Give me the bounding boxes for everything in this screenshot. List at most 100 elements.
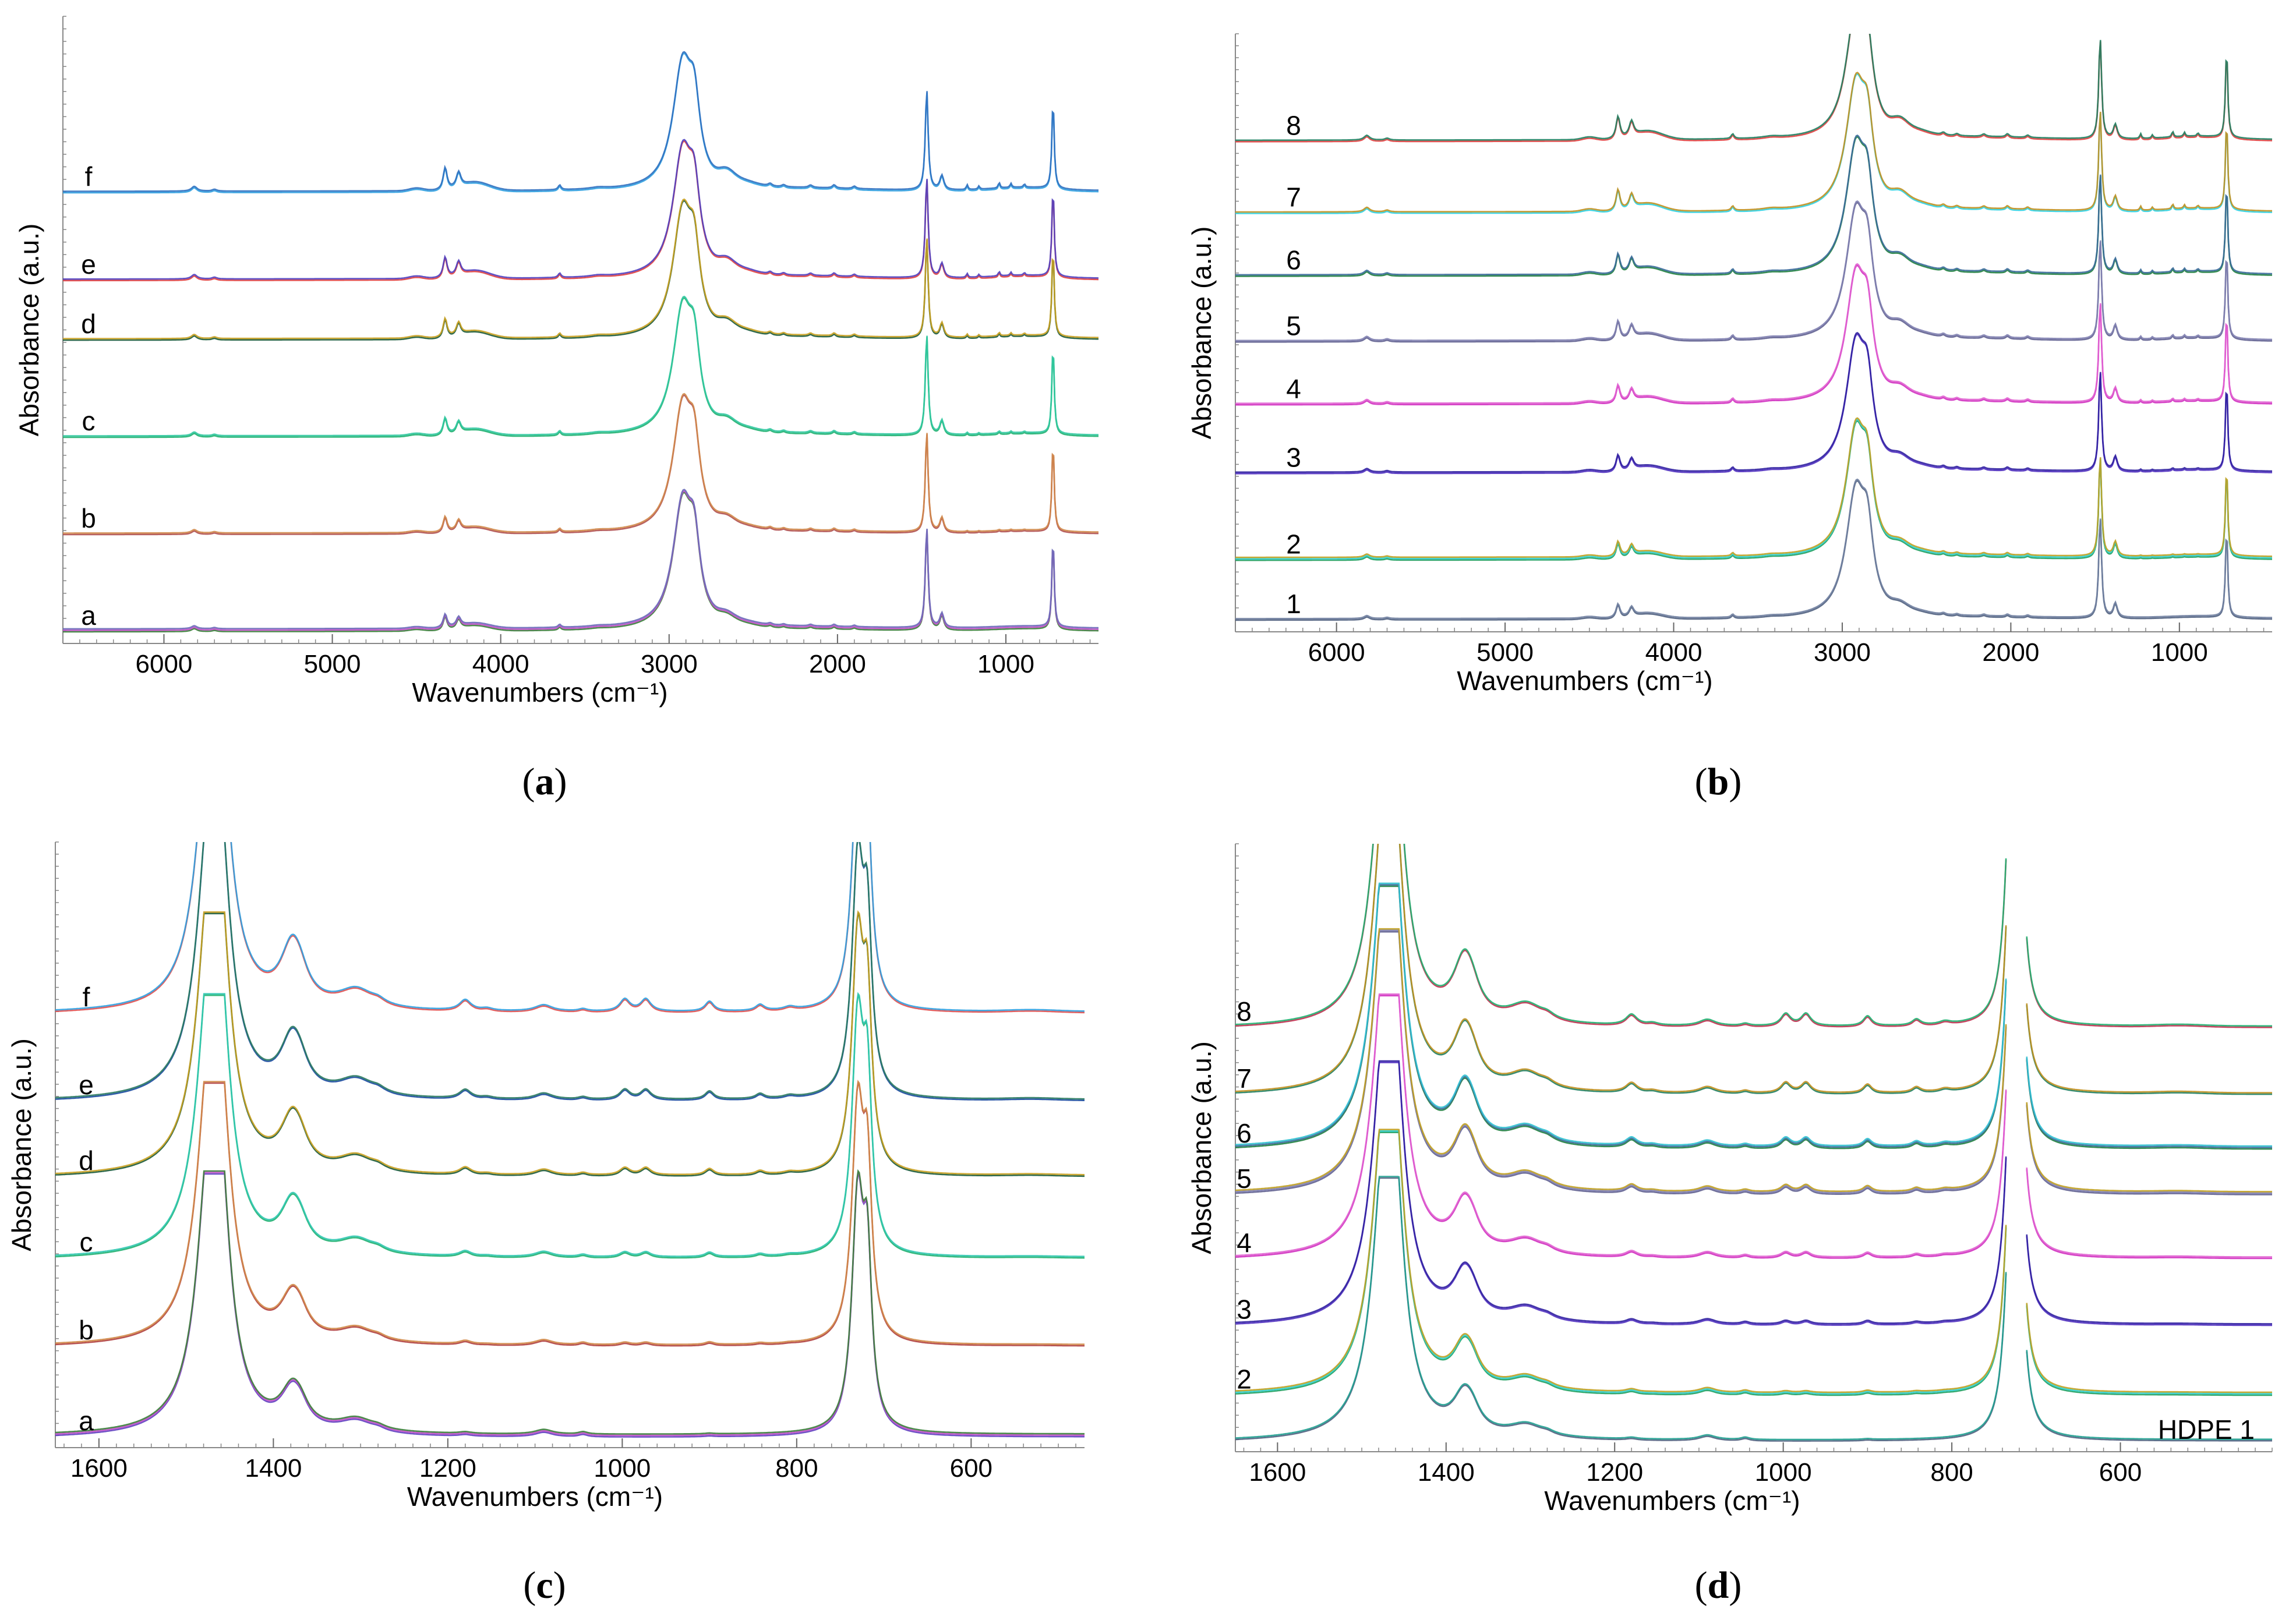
spectrum-line-2 — [1235, 417, 2272, 558]
spectrum-line-1 — [1235, 478, 2272, 620]
spectrum-line-2 — [1235, 1130, 2272, 1395]
x-tick-label: 1000 — [977, 650, 1034, 678]
x-tick-label: 1200 — [1586, 1458, 1643, 1487]
spectrum-line-6 — [1235, 884, 2272, 1148]
caption-d-letter: d — [1707, 1564, 1729, 1607]
series-label-8: 8 — [1237, 996, 1252, 1027]
spectrum-line-c — [55, 992, 1085, 1258]
x-tick-label: 4000 — [472, 650, 529, 678]
spectrum-line-a — [55, 1172, 1085, 1438]
chart-panel-c: 1600 1400 1200 1000 800 600 Wavenumbers (cm⁻¹)… — [6, 841, 1085, 1512]
x-tick-label: 1400 — [1418, 1458, 1475, 1487]
x-tick-label: 1000 — [1755, 1458, 1812, 1487]
spectrum-line-f — [55, 842, 1085, 1014]
spectrum-line-6 — [1235, 885, 2272, 1150]
spectrum-line-4 — [1235, 995, 2272, 1260]
x-tick-label: 5000 — [304, 650, 361, 678]
spectrum-line-6 — [1235, 882, 2272, 1147]
y-axis-title: Absorbance (a.u.) — [6, 1038, 37, 1251]
spectrum-line-e — [55, 842, 1085, 1101]
spectrum-line-6 — [1235, 134, 2272, 276]
series-label-e: e — [81, 249, 96, 280]
x-tick-label: 2000 — [809, 650, 866, 678]
spectrum-line-d — [63, 200, 1098, 341]
caption-c: (c) — [523, 1564, 566, 1608]
spectra-group — [1235, 34, 2272, 621]
x-tick-label: 1200 — [419, 1454, 476, 1483]
y-axis — [1235, 33, 1239, 632]
series-label-6: 6 — [1237, 1118, 1252, 1148]
spectra-group — [63, 51, 1098, 633]
caption-b-open: ( — [1694, 761, 1708, 803]
caption-c-open: ( — [523, 1564, 536, 1607]
spectrum-line-f — [63, 52, 1098, 194]
series-label-8: 8 — [1286, 110, 1301, 140]
x-tick-label: 1400 — [245, 1454, 302, 1483]
x-tick-label: 2000 — [1982, 638, 2039, 667]
spectrum-line-8 — [1235, 34, 2272, 143]
spectrum-line-a — [55, 1169, 1085, 1435]
series-label-7: 7 — [1237, 1063, 1252, 1094]
spectrum-line-d — [55, 911, 1085, 1177]
spectrum-line-b — [55, 1080, 1085, 1345]
y-axis — [62, 16, 66, 644]
series-label-5: 5 — [1237, 1163, 1252, 1194]
series-label-a: a — [79, 1406, 94, 1436]
x-tick-label: 600 — [950, 1454, 992, 1483]
spectrum-line-8 — [1235, 844, 2272, 1027]
y-axis-title: Absorbance (a.u.) — [14, 224, 44, 437]
spectrum-line-2 — [1235, 420, 2272, 561]
spectrum-line-c — [63, 297, 1098, 438]
spectrum-line-1 — [1235, 480, 2272, 621]
series-label-2: 2 — [1286, 529, 1301, 559]
x-tick-label: 600 — [2099, 1458, 2142, 1487]
series-label-e: e — [79, 1070, 94, 1100]
spectrum-line-3 — [1235, 1060, 2272, 1325]
spectrum-line-2 — [1235, 1131, 2272, 1396]
caption-b-close: ) — [1729, 761, 1742, 803]
series-label-7: 7 — [1286, 182, 1301, 213]
caption-c-letter: c — [536, 1564, 553, 1607]
spectrum-line-d — [55, 910, 1085, 1176]
spectrum-line-7 — [1235, 844, 2272, 1095]
x-tick-label: 3000 — [641, 650, 698, 678]
spectrum-line-2 — [1235, 1129, 2272, 1393]
caption-b: (b) — [1695, 760, 1742, 804]
series-label-a: a — [81, 600, 96, 631]
series-label-4: 4 — [1237, 1228, 1252, 1258]
spectrum-line-2 — [1235, 419, 2272, 560]
spectra-group — [1235, 844, 2272, 1442]
caption-d: (d) — [1695, 1564, 1742, 1608]
series-label-4: 4 — [1286, 373, 1301, 404]
spectrum-line-c — [63, 295, 1098, 437]
caption-c-close: ) — [553, 1564, 566, 1607]
caption-d-open: ( — [1694, 1564, 1708, 1607]
x-axis-title: Wavenumbers (cm⁻¹) — [407, 1481, 663, 1512]
spectrum-line-7 — [1235, 844, 2272, 1094]
y-axis — [55, 841, 59, 1448]
caption-d-close: ) — [1729, 1564, 1742, 1607]
series-label-f: f — [83, 982, 90, 1012]
series-label-c: c — [82, 406, 96, 436]
spectrum-line-hdpe-1 — [1235, 1176, 2272, 1441]
series-label-3: 3 — [1286, 442, 1301, 472]
x-axis-title: Wavenumbers (cm⁻¹) — [1457, 666, 1712, 696]
caption-b-letter: b — [1707, 761, 1729, 803]
spectrum-line-b — [63, 392, 1098, 534]
spectra-group — [55, 842, 1085, 1438]
spectrum-line-f — [55, 842, 1085, 1012]
spectrum-line-4 — [1235, 263, 2272, 404]
x-tick-label: 5000 — [1476, 638, 1534, 667]
spectrum-line-4 — [1235, 264, 2272, 406]
series-label-6: 6 — [1286, 245, 1301, 275]
series-label-d: d — [81, 309, 96, 339]
y-axis-title: Absorbance (a.u.) — [1186, 1041, 1217, 1254]
chart-panel-a: 6000 5000 4000 3000 2000 1000 Wavenumbers (cm⁻… — [14, 16, 1098, 708]
x-axis: 1600 1400 1200 1000 800 600 — [1235, 1442, 2273, 1487]
caption-a: (a) — [522, 760, 567, 804]
spectrum-line-5 — [1235, 200, 2272, 342]
spectrum-line-a — [55, 1170, 1085, 1437]
spectrum-line-d — [63, 198, 1098, 339]
series-annotation: HDPE 1 — [2158, 1414, 2255, 1445]
x-axis: 6000 5000 4000 3000 2000 1000 — [1235, 622, 2272, 667]
